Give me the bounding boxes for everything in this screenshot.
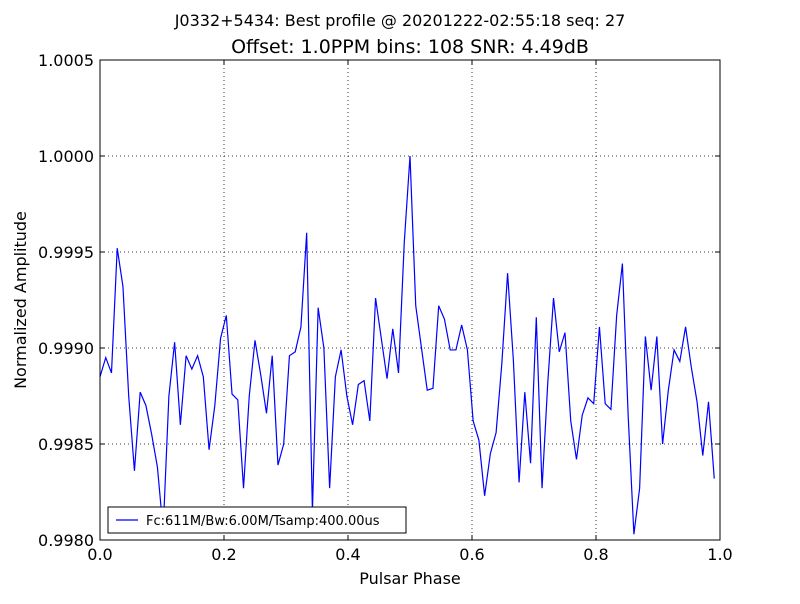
plot-title: Offset: 1.0PPM bins: 108 SNR: 4.49dB bbox=[231, 36, 589, 58]
grid-lines bbox=[100, 60, 720, 540]
x-tick-label: 0.0 bbox=[87, 545, 112, 564]
x-axis: 0.0 0.2 0.4 0.6 0.8 1.0 bbox=[87, 60, 733, 564]
figure-suptitle: J0332+5434: Best profile @ 20201222-02:5… bbox=[174, 11, 626, 30]
y-tick-label: 0.9985 bbox=[38, 435, 94, 454]
y-axis-label: Normalized Amplitude bbox=[11, 211, 30, 389]
y-tick-label: 1.0000 bbox=[38, 147, 94, 166]
legend: Fc:611M/Bw:6.00M/Tsamp:400.00us bbox=[107, 506, 407, 534]
x-tick-label: 0.8 bbox=[583, 545, 608, 564]
x-tick-label: 0.2 bbox=[211, 545, 236, 564]
x-tick-label: 0.4 bbox=[335, 545, 360, 564]
y-axis: 0.9980 0.9985 0.9990 0.9995 1.0000 1.0005 bbox=[38, 51, 720, 550]
y-tick-label: 1.0005 bbox=[38, 51, 94, 70]
series-line-0 bbox=[99, 155, 715, 535]
y-tick-label: 0.9995 bbox=[38, 243, 94, 262]
x-tick-label: 0.6 bbox=[459, 545, 484, 564]
legend-box bbox=[107, 506, 407, 534]
legend-label: Fc:611M/Bw:6.00M/Tsamp:400.00us bbox=[146, 514, 380, 529]
x-tick-label: 1.0 bbox=[707, 545, 732, 564]
plot-frame bbox=[99, 59, 721, 541]
y-tick-label: 0.9990 bbox=[38, 339, 94, 358]
x-axis-label: Pulsar Phase bbox=[359, 569, 461, 588]
data-series bbox=[99, 155, 715, 535]
y-tick-label: 0.9980 bbox=[38, 531, 94, 550]
